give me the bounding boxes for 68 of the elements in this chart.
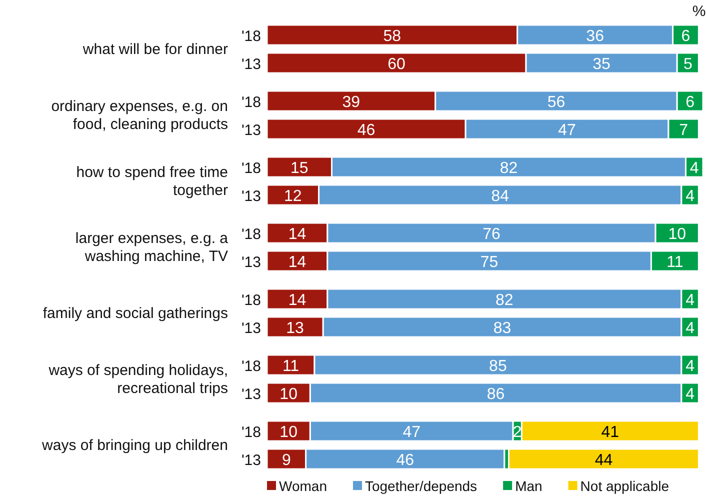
data-label: 6 <box>686 94 695 111</box>
data-label: 46 <box>396 452 414 469</box>
data-label: 11 <box>282 358 300 375</box>
legend-label: Woman <box>279 478 327 494</box>
data-label: 15 <box>290 160 308 177</box>
data-label: 58 <box>383 28 402 45</box>
text: how to spend free time together <box>76 164 228 199</box>
text: larger expenses, e.g. a washing machine, TV <box>75 230 229 265</box>
y-tick-label: '13 <box>241 188 261 205</box>
data-label: 76 <box>482 226 500 243</box>
data-label: 36 <box>586 28 604 45</box>
data-label: 4 <box>686 292 695 309</box>
data-label: 84 <box>491 188 510 205</box>
y-tick-label: '13 <box>241 254 261 271</box>
text: what will be for dinner <box>82 41 228 58</box>
y-tick-label: '18 <box>241 28 261 45</box>
y-tick-label: '13 <box>241 56 261 73</box>
y-tick-label: '18 <box>241 292 261 309</box>
y-tick-label: '18 <box>241 424 261 441</box>
text: ways of spending holidays, recreational trips <box>48 362 228 397</box>
data-label: 4 <box>686 320 695 337</box>
data-label: 4 <box>686 188 695 205</box>
data-label: 14 <box>288 254 306 271</box>
data-label: 5 <box>683 56 692 73</box>
y-tick-label: '13 <box>241 386 261 403</box>
data-label: 39 <box>342 94 360 111</box>
data-label: 82 <box>496 292 514 309</box>
data-label: 4 <box>686 386 695 403</box>
data-label: 9 <box>282 452 291 469</box>
data-label: 6 <box>681 28 690 45</box>
data-label: 10 <box>280 424 298 441</box>
y-tick-label: '18 <box>241 226 261 243</box>
data-label: 44 <box>594 452 613 469</box>
data-label: 10 <box>280 386 298 403</box>
data-label: 41 <box>601 424 620 441</box>
text: ways of bringing up children <box>41 437 228 454</box>
text: ordinary expenses, e.g. on food, cleaning products <box>51 98 228 133</box>
y-tick-label: '13 <box>241 122 261 139</box>
legend-label: Together/depends <box>364 478 478 494</box>
legend-label: Man <box>515 478 542 494</box>
y-tick-label: '18 <box>241 358 261 375</box>
data-label: 4 <box>686 358 695 375</box>
y-tick-label: '13 <box>241 452 261 469</box>
data-label: 47 <box>402 424 421 441</box>
data-label: 12 <box>284 188 302 205</box>
data-label: 4 <box>690 160 699 177</box>
y-tick-label: '18 <box>241 160 261 177</box>
y-tick-label: '18 <box>241 94 261 111</box>
data-label: 14 <box>288 292 306 309</box>
data-label: 13 <box>286 320 304 337</box>
data-label: 75 <box>480 254 498 271</box>
data-label: 10 <box>668 226 686 243</box>
data-label: 11 <box>666 254 684 271</box>
data-label: 7 <box>679 122 688 139</box>
legend-label: Not applicable <box>580 478 670 494</box>
data-label: 60 <box>388 56 406 73</box>
data-label: 86 <box>486 386 505 403</box>
annotation: % <box>692 3 706 20</box>
y-tick-label: '13 <box>241 320 261 337</box>
data-label: 83 <box>493 320 512 337</box>
text: family and social gatherings <box>42 305 228 322</box>
data-label: 85 <box>489 358 507 375</box>
data-label: 46 <box>357 122 376 139</box>
data-label: 14 <box>288 226 306 243</box>
data-label: 47 <box>558 122 576 139</box>
data-label: 35 <box>592 56 611 73</box>
data-label: 82 <box>500 160 518 177</box>
data-label: 56 <box>547 94 566 111</box>
